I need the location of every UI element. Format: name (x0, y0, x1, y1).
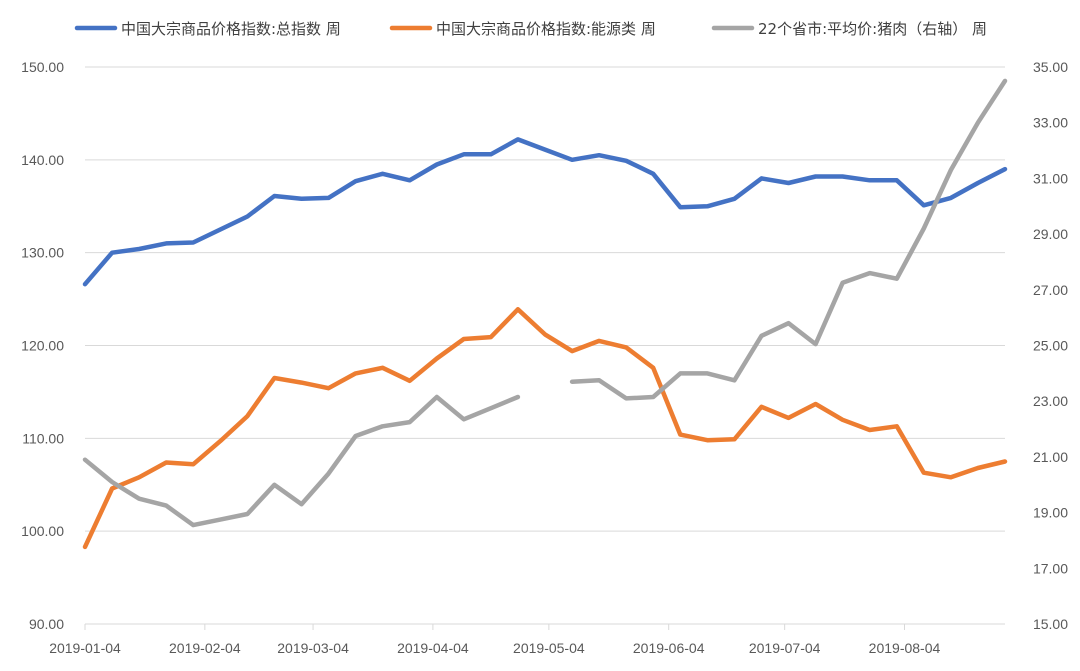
y-left-tick-label: 90.00 (29, 616, 64, 632)
y-right-tick-label: 27.00 (1033, 282, 1068, 298)
legend-label-1: 中国大宗商品价格指数:总指数 周 (121, 20, 341, 38)
y-right-tick-label: 31.00 (1033, 170, 1068, 186)
y-left-tick-label: 150.00 (21, 59, 64, 75)
legend-label-3: 22个省市:平均价:猪肉（右轴） 周 (758, 20, 987, 38)
series-line-1 (82, 137, 1008, 287)
x-tick-label: 2019-01-04 (49, 640, 121, 656)
y-axis-right: 15.00 17.00 19.00 21.00 23.00 25.00 27.00 29.00… (1033, 59, 1068, 632)
x-tick-label: 2019-08-04 (869, 640, 941, 656)
y-axis-left: 90.00 100.00 110.00 120.00 130.00 140.00 150.0… (21, 59, 64, 632)
x-tick-label: 2019-06-04 (633, 640, 705, 656)
y-right-tick-label: 17.00 (1033, 560, 1068, 576)
series-lines (82, 78, 1008, 550)
y-right-tick-label: 19.00 (1033, 505, 1068, 521)
y-right-tick-label: 29.00 (1033, 226, 1068, 242)
y-right-tick-label: 35.00 (1033, 59, 1068, 75)
x-tick-label: 2019-05-04 (513, 640, 585, 656)
series-line-3 (82, 78, 1008, 528)
y-left-tick-label: 120.00 (21, 338, 64, 354)
series-line-2 (82, 307, 1008, 550)
y-right-tick-label: 23.00 (1033, 393, 1068, 409)
y-right-tick-label: 15.00 (1033, 616, 1068, 632)
x-tick-label: 2019-02-04 (169, 640, 241, 656)
y-left-tick-label: 130.00 (21, 245, 64, 261)
x-tick-label: 2019-07-04 (749, 640, 821, 656)
x-axis: 2019-01-04 2019-02-04 2019-03-04 2019-04-04… (49, 623, 1005, 656)
y-right-tick-label: 21.00 (1033, 449, 1068, 465)
y-left-tick-label: 110.00 (22, 430, 64, 446)
x-tick-label: 2019-03-04 (277, 640, 349, 656)
y-left-tick-label: 100.00 (21, 523, 64, 539)
x-tick-label: 2019-04-04 (397, 640, 469, 656)
y-right-tick-label: 25.00 (1033, 338, 1068, 354)
legend-label-2: 中国大宗商品价格指数:能源类 周 (436, 20, 656, 38)
y-left-tick-label: 140.00 (21, 152, 64, 168)
legend: 中国大宗商品价格指数:总指数 周 中国大宗商品价格指数:能源类 周 22个省市:平均… (74, 20, 987, 38)
y-right-tick-label: 33.00 (1033, 115, 1068, 131)
